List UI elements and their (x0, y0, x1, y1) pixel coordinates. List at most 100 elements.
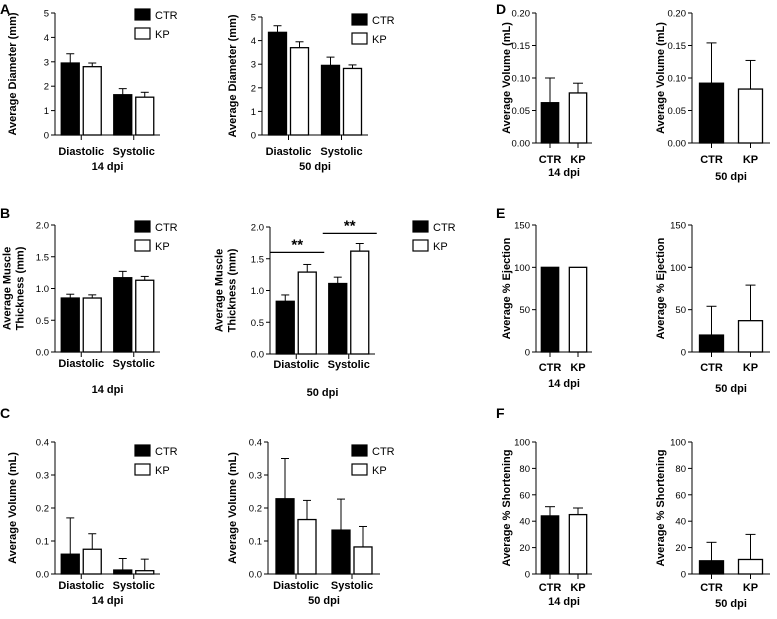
x-tick-label-systolic: Systolic (113, 580, 155, 592)
bar-ctr (540, 102, 560, 144)
chart-title: 14 dpi (92, 384, 124, 396)
y-tick-label: 4 (251, 36, 256, 47)
y-axis-label-line: Average Volume (mL) (7, 452, 19, 564)
y-tick-label: 0.0 (36, 348, 49, 359)
legend-swatch-ctr (134, 444, 151, 457)
y-tick-label: 1.5 (36, 252, 49, 263)
bar-ctr-systolic (320, 64, 341, 136)
chart-c1: 0.0 0.1 0.2 0.3 0.4 Average Volume (mL) Diasto… (7, 438, 178, 608)
y-tick-label: 0.05 (512, 106, 531, 117)
y-axis-label-line: Average Volume (mL) (227, 452, 239, 564)
legend-swatch-kp (134, 27, 151, 40)
legend-swatch-ctr (351, 444, 368, 457)
chart-d1: 0.00 0.05 0.10 0.15 0.20 Average Volume (mL) C… (501, 9, 592, 179)
legend-swatch-kp (351, 463, 368, 476)
y-axis-label-line: Thickness (mm) (14, 246, 26, 330)
y-tick-label: 0.3 (36, 471, 49, 482)
x-tick-label-ctr: CTR (539, 154, 562, 166)
bar-ctr (698, 334, 725, 353)
y-axis-label: Average Volume (mL) (7, 452, 19, 564)
y-tick-label: 2 (251, 83, 256, 94)
panel-letter-f: F (496, 405, 505, 421)
chart-title: 50 dpi (299, 161, 331, 173)
bar-ctr-systolic (331, 529, 351, 575)
legend-swatch-kp (412, 239, 429, 252)
bar-kp-diastolic (82, 66, 102, 136)
chart-title: 50 dpi (715, 171, 747, 183)
y-tick-label: 0.15 (512, 41, 531, 52)
panel-letter-b: B (0, 205, 10, 221)
x-tick-label-systolic: Systolic (328, 359, 370, 371)
chart-b2: 0.0 0.5 1.0 1.5 2.0 Average MuscleThickness (… (214, 217, 456, 399)
legend-label-ctr: CTR (155, 222, 178, 234)
panel-letter-e: E (496, 205, 505, 221)
y-axis-label: Average % Ejection (501, 237, 513, 339)
chart-title: 14 dpi (548, 167, 580, 179)
y-tick-label: 100 (514, 263, 530, 274)
bar-kp-diastolic (297, 518, 317, 575)
y-tick-label: 0.10 (668, 74, 687, 85)
bar-kp (737, 558, 764, 575)
y-tick-label: 0 (525, 348, 530, 359)
x-tick-label-kp: KP (743, 582, 758, 594)
y-tick-label: 5 (251, 13, 256, 24)
bar-kp-systolic (350, 250, 370, 355)
chart-title: 50 dpi (715, 383, 747, 395)
legend-swatch-kp (134, 463, 151, 476)
y-axis-label: Average Diameter (mm) (227, 14, 239, 137)
bar-kp-systolic (342, 67, 363, 136)
chart-title: 14 dpi (548, 596, 580, 608)
y-tick-label: 60 (519, 490, 530, 501)
x-tick-label-diastolic: Diastolic (273, 580, 319, 592)
bar-kp (737, 320, 764, 353)
y-tick-label: 100 (670, 438, 686, 449)
y-axis-label: Average Volume (mL) (501, 22, 513, 134)
y-tick-label: 0.1 (249, 537, 262, 548)
bar-ctr-systolic (113, 569, 133, 575)
y-tick-label: 100 (670, 263, 686, 274)
bar-kp (568, 513, 588, 575)
bar-ctr (698, 560, 725, 575)
legend-swatch-ctr (134, 8, 151, 21)
chart-title: 14 dpi (92, 595, 124, 607)
y-axis-label-line: Average Volume (mL) (655, 22, 667, 134)
y-tick-label: 20 (519, 543, 530, 554)
y-tick-label: 0 (681, 348, 686, 359)
x-tick-label-diastolic: Diastolic (58, 580, 104, 592)
bar-kp-systolic (353, 546, 373, 575)
y-tick-label: 5 (44, 9, 49, 20)
y-tick-label: 1 (251, 107, 256, 118)
y-axis-label: Average % Shortening (655, 450, 667, 567)
y-axis-label-line: Average Volume (mL) (501, 22, 513, 134)
legend-label-kp: KP (155, 465, 170, 477)
x-tick-label-kp: KP (570, 362, 585, 374)
x-tick-label-systolic: Systolic (113, 358, 155, 370)
y-tick-label: 0.2 (249, 504, 262, 515)
legend-swatch-ctr (412, 220, 429, 233)
x-tick-label-systolic: Systolic (113, 146, 155, 158)
bar-ctr-systolic (113, 94, 133, 136)
x-tick-label-ctr: CTR (700, 582, 723, 594)
y-axis-label: Average % Ejection (655, 237, 667, 339)
x-tick-label-kp: KP (570, 582, 585, 594)
x-tick-label-kp: KP (570, 154, 585, 166)
chart-c2: 0.0 0.1 0.2 0.3 0.4 Average Volume (mL) Diasto… (227, 438, 395, 608)
y-tick-label: 0.2 (36, 504, 49, 515)
x-tick-label-diastolic: Diastolic (58, 146, 104, 158)
y-tick-label: 60 (675, 490, 686, 501)
y-axis-label-line: Average Diameter (mm) (227, 14, 239, 137)
legend-label-ctr: CTR (155, 10, 178, 22)
y-tick-label: 2.0 (251, 223, 264, 234)
bar-kp-systolic (135, 570, 155, 575)
legend-label-ctr: CTR (155, 446, 178, 458)
y-tick-label: 50 (519, 305, 530, 316)
y-tick-label: 1.0 (251, 286, 264, 297)
bar-kp (568, 266, 588, 353)
significance-marker: ** (291, 236, 303, 253)
legend-label-ctr: CTR (372, 446, 395, 458)
bar-kp-diastolic (297, 271, 317, 355)
y-tick-label: 20 (675, 543, 686, 554)
